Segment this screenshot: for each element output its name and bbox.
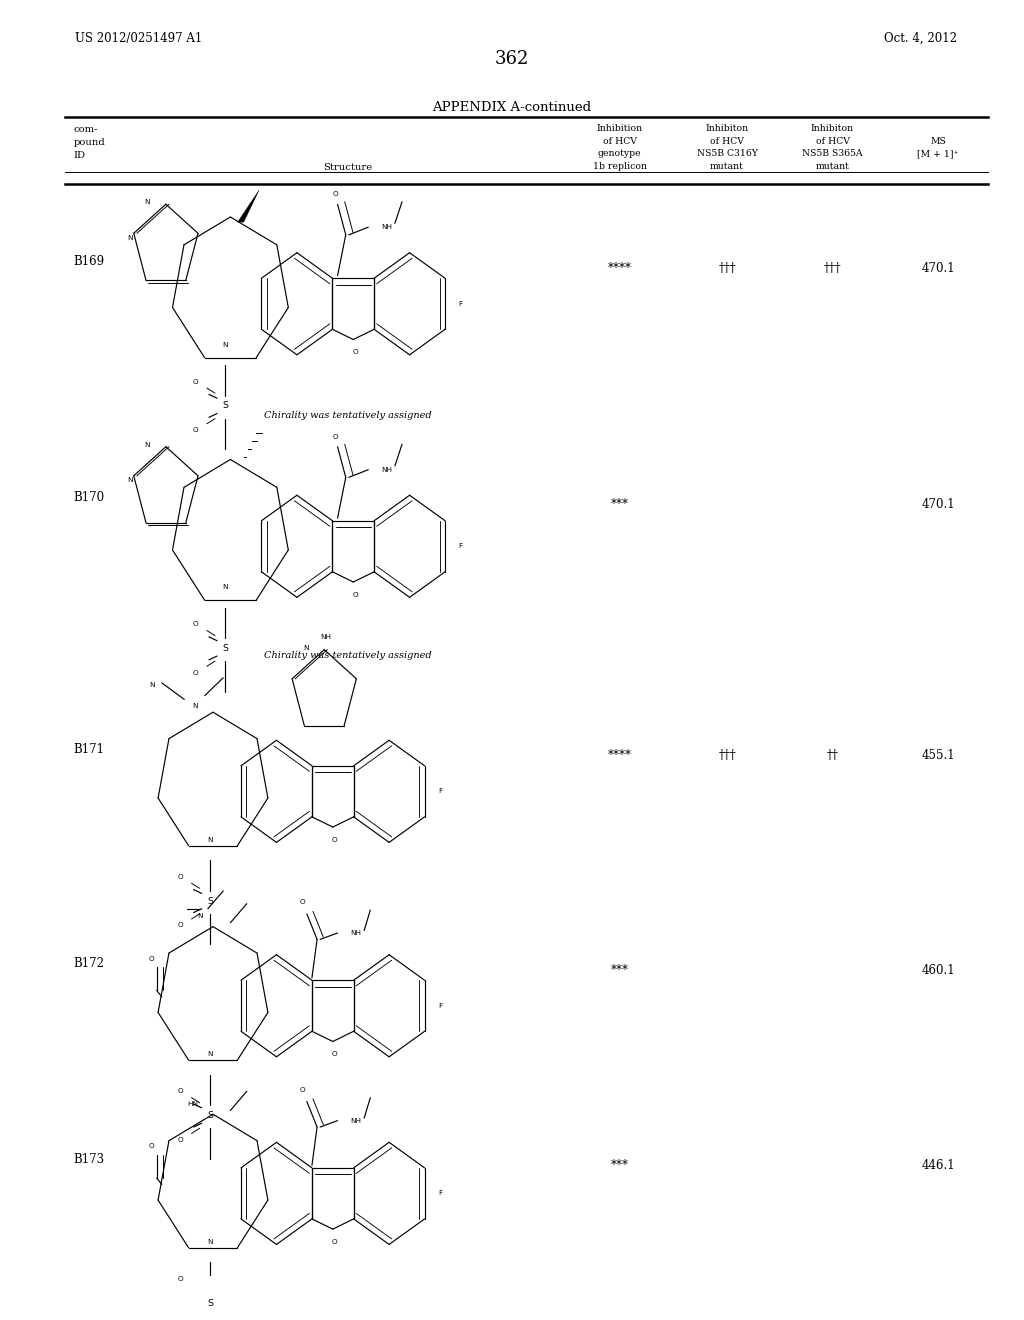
Text: [M + 1]⁺: [M + 1]⁺ bbox=[918, 149, 958, 158]
Text: N: N bbox=[207, 1051, 213, 1057]
Text: ID: ID bbox=[74, 150, 86, 160]
Text: MS: MS bbox=[930, 136, 946, 145]
Text: O: O bbox=[177, 1088, 183, 1094]
Text: O: O bbox=[193, 669, 199, 676]
Text: ***: *** bbox=[610, 498, 629, 511]
Text: F: F bbox=[459, 544, 463, 549]
Text: O: O bbox=[193, 622, 199, 627]
Text: ****: **** bbox=[607, 261, 632, 275]
Text: 446.1: 446.1 bbox=[922, 1159, 954, 1172]
Text: N: N bbox=[197, 913, 203, 920]
Text: †††: ††† bbox=[718, 750, 736, 762]
Text: Oct. 4, 2012: Oct. 4, 2012 bbox=[885, 32, 957, 45]
Text: NH: NH bbox=[381, 467, 392, 473]
Text: O: O bbox=[300, 899, 305, 906]
Text: 362: 362 bbox=[495, 50, 529, 67]
Text: N: N bbox=[207, 1239, 213, 1245]
Text: 455.1: 455.1 bbox=[922, 750, 954, 762]
Text: ***: *** bbox=[610, 964, 629, 977]
Text: of HCV: of HCV bbox=[815, 136, 850, 145]
Text: S: S bbox=[222, 644, 228, 653]
Text: O: O bbox=[300, 1086, 305, 1093]
Text: B169: B169 bbox=[74, 255, 104, 268]
Text: NH: NH bbox=[321, 634, 332, 640]
Text: O: O bbox=[148, 1143, 155, 1150]
Text: F: F bbox=[438, 1003, 442, 1008]
Text: Inhibition: Inhibition bbox=[596, 124, 643, 133]
Text: ††: †† bbox=[826, 750, 839, 762]
Text: N: N bbox=[144, 442, 151, 447]
Text: S: S bbox=[207, 1111, 213, 1121]
Text: S: S bbox=[207, 896, 213, 906]
Text: O: O bbox=[148, 956, 155, 961]
Text: NS5B S365A: NS5B S365A bbox=[802, 149, 863, 158]
Text: N: N bbox=[303, 644, 308, 651]
Text: O: O bbox=[193, 379, 199, 384]
Text: Inhibiton: Inhibiton bbox=[811, 124, 854, 133]
Text: HN: HN bbox=[187, 1101, 198, 1107]
Text: pound: pound bbox=[74, 137, 105, 147]
Text: 1b replicon: 1b replicon bbox=[593, 162, 646, 172]
Text: N: N bbox=[148, 682, 155, 689]
Text: N: N bbox=[222, 585, 228, 590]
Text: S: S bbox=[207, 1299, 213, 1308]
Text: Inhibiton: Inhibiton bbox=[706, 124, 749, 133]
Text: B172: B172 bbox=[74, 957, 104, 970]
Text: ****: **** bbox=[607, 750, 632, 762]
Text: mutant: mutant bbox=[815, 162, 850, 172]
Text: ***: *** bbox=[610, 1159, 629, 1172]
Text: F: F bbox=[459, 301, 463, 306]
Text: Structure: Structure bbox=[324, 164, 373, 173]
Text: B170: B170 bbox=[74, 491, 104, 504]
Text: NH: NH bbox=[350, 931, 361, 936]
Text: O: O bbox=[177, 923, 183, 928]
Text: NH: NH bbox=[350, 1118, 361, 1123]
Text: N: N bbox=[128, 478, 133, 483]
Text: N: N bbox=[222, 342, 228, 347]
Text: O: O bbox=[177, 874, 183, 880]
Text: 470.1: 470.1 bbox=[922, 261, 954, 275]
Text: O: O bbox=[352, 350, 358, 355]
Text: N: N bbox=[128, 235, 133, 242]
Text: APPENDIX A-continued: APPENDIX A-continued bbox=[432, 100, 592, 114]
Text: S: S bbox=[222, 401, 228, 411]
Text: O: O bbox=[332, 837, 338, 843]
Text: O: O bbox=[332, 1239, 338, 1245]
Polygon shape bbox=[238, 190, 259, 222]
Text: of HCV: of HCV bbox=[602, 136, 637, 145]
Text: F: F bbox=[438, 788, 442, 795]
Text: Chirality was tentatively assigned: Chirality was tentatively assigned bbox=[264, 411, 432, 420]
Text: O: O bbox=[333, 433, 338, 440]
Text: O: O bbox=[177, 1137, 183, 1143]
Text: N: N bbox=[207, 837, 213, 843]
Text: US 2012/0251497 A1: US 2012/0251497 A1 bbox=[75, 32, 202, 45]
Text: †††: ††† bbox=[823, 261, 842, 275]
Text: NS5B C316Y: NS5B C316Y bbox=[696, 149, 758, 158]
Text: Chirality was tentatively assigned: Chirality was tentatively assigned bbox=[264, 651, 432, 660]
Text: O: O bbox=[352, 591, 358, 598]
Text: 460.1: 460.1 bbox=[922, 964, 954, 977]
Text: F: F bbox=[438, 1191, 442, 1196]
Text: of HCV: of HCV bbox=[710, 136, 744, 145]
Text: O: O bbox=[332, 1051, 338, 1057]
Text: N: N bbox=[144, 199, 151, 205]
Text: NH: NH bbox=[381, 224, 392, 230]
Text: N: N bbox=[191, 702, 198, 709]
Text: †††: ††† bbox=[718, 261, 736, 275]
Text: 470.1: 470.1 bbox=[922, 498, 954, 511]
Text: genotype: genotype bbox=[598, 149, 641, 158]
Text: com-: com- bbox=[74, 125, 98, 135]
Text: O: O bbox=[333, 191, 338, 197]
Text: O: O bbox=[177, 1276, 183, 1282]
Text: B173: B173 bbox=[74, 1152, 104, 1166]
Text: B171: B171 bbox=[74, 743, 104, 756]
Text: O: O bbox=[193, 428, 199, 433]
Text: mutant: mutant bbox=[710, 162, 744, 172]
